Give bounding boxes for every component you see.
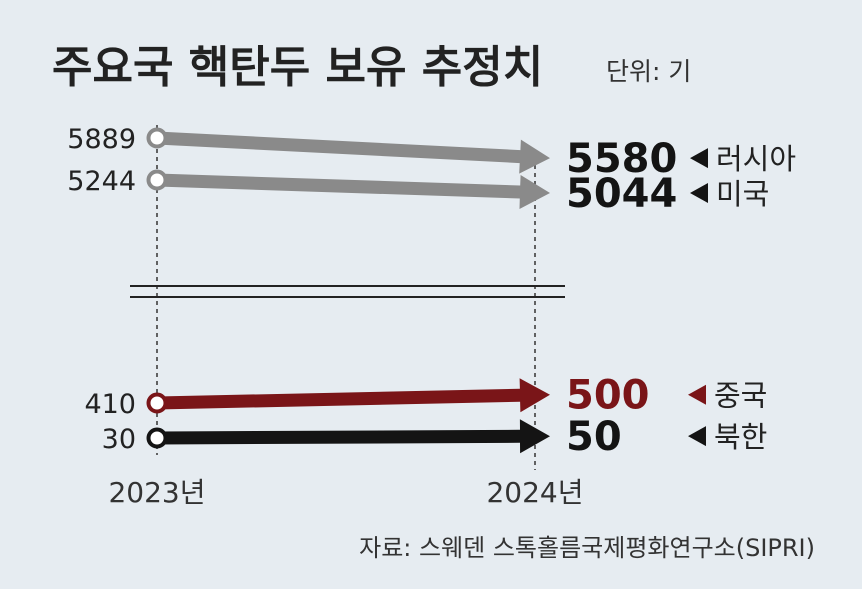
series-name-russia: 러시아 — [716, 142, 796, 176]
arrow-usa — [156, 173, 551, 209]
series-name-china: 중국 — [714, 379, 767, 413]
start-marker-north-korea — [146, 427, 168, 449]
start-marker-usa — [146, 169, 168, 191]
pointer-russia — [690, 148, 708, 169]
value-2024-north-korea: 50 — [566, 414, 622, 460]
start-marker-russia — [146, 127, 168, 149]
start-marker-china — [146, 392, 168, 414]
pointer-north-korea — [688, 426, 706, 447]
pointer-china — [688, 384, 706, 405]
chart-title: 주요국 핵탄두 보유 추정치 — [52, 42, 543, 93]
value-2023-russia: 5889 — [67, 124, 136, 155]
x-tick-label-2024: 2024년 — [486, 476, 583, 509]
series-name-usa: 미국 — [716, 177, 769, 211]
arrow-north-korea — [157, 419, 550, 454]
value-2023-usa: 5244 — [67, 166, 136, 197]
arrow-china — [156, 378, 550, 413]
value-2023-north-korea: 30 — [102, 424, 136, 455]
series-name-north-korea: 북한 — [714, 420, 767, 454]
series-layer: 5889 5580 러시아 5244 5044 미국 410 500 중국 30 50 북한 — [67, 124, 796, 460]
unit-label: 단위: 기 — [606, 57, 691, 86]
value-2024-china: 500 — [566, 373, 650, 419]
source-note: 자료: 스웨덴 스톡홀름국제평화연구소(SIPRI) — [359, 534, 815, 562]
value-2023-china: 410 — [84, 389, 136, 420]
value-2024-russia: 5580 — [566, 136, 677, 182]
value-2024-usa: 5044 — [566, 171, 677, 217]
arrow-russia — [156, 131, 550, 174]
x-tick-label-2023: 2023년 — [108, 476, 205, 509]
pointer-usa — [690, 183, 708, 204]
